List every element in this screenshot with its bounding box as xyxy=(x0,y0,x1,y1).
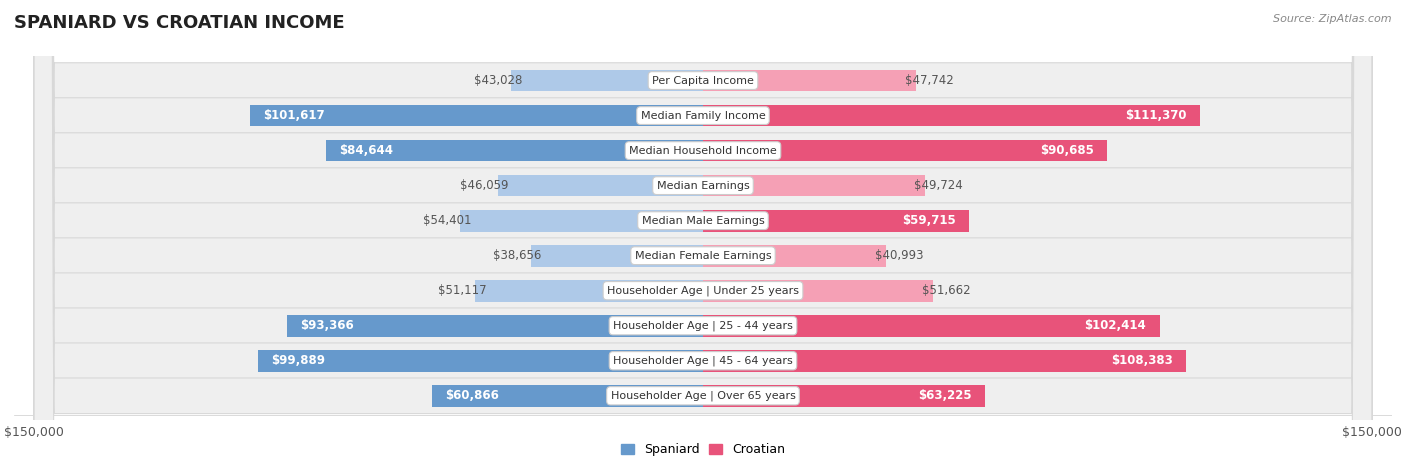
Text: Median Family Income: Median Family Income xyxy=(641,111,765,120)
Bar xyxy=(703,210,969,232)
Bar xyxy=(287,315,703,337)
Bar xyxy=(703,105,1199,127)
Bar xyxy=(703,350,1187,372)
Bar xyxy=(475,280,703,302)
Text: Householder Age | Under 25 years: Householder Age | Under 25 years xyxy=(607,285,799,296)
Text: $60,866: $60,866 xyxy=(444,389,499,402)
Bar xyxy=(460,210,703,232)
Text: $99,889: $99,889 xyxy=(271,354,325,367)
Text: Median Earnings: Median Earnings xyxy=(657,181,749,191)
Bar xyxy=(703,245,886,267)
Text: Median Household Income: Median Household Income xyxy=(628,146,778,156)
Text: $49,724: $49,724 xyxy=(914,179,962,192)
Text: $59,715: $59,715 xyxy=(903,214,956,227)
FancyBboxPatch shape xyxy=(34,0,1372,467)
Text: $40,993: $40,993 xyxy=(875,249,924,262)
Bar xyxy=(530,245,703,267)
FancyBboxPatch shape xyxy=(34,0,1372,467)
Bar xyxy=(703,140,1108,162)
Text: Householder Age | Over 65 years: Householder Age | Over 65 years xyxy=(610,390,796,401)
Text: $63,225: $63,225 xyxy=(918,389,972,402)
Text: Median Female Earnings: Median Female Earnings xyxy=(634,251,772,261)
Bar xyxy=(703,280,934,302)
FancyBboxPatch shape xyxy=(34,0,1372,467)
FancyBboxPatch shape xyxy=(34,0,1372,467)
FancyBboxPatch shape xyxy=(34,0,1372,467)
Bar xyxy=(326,140,703,162)
Text: $54,401: $54,401 xyxy=(423,214,471,227)
FancyBboxPatch shape xyxy=(34,0,1372,467)
Text: $84,644: $84,644 xyxy=(339,144,392,157)
FancyBboxPatch shape xyxy=(34,0,1372,467)
Text: Per Capita Income: Per Capita Income xyxy=(652,76,754,85)
Text: $90,685: $90,685 xyxy=(1040,144,1094,157)
Bar xyxy=(250,105,703,127)
Text: Source: ZipAtlas.com: Source: ZipAtlas.com xyxy=(1274,14,1392,24)
Text: $93,366: $93,366 xyxy=(299,319,354,332)
Bar xyxy=(498,175,703,197)
FancyBboxPatch shape xyxy=(34,0,1372,467)
Bar xyxy=(703,315,1160,337)
Text: $101,617: $101,617 xyxy=(263,109,325,122)
Text: $51,662: $51,662 xyxy=(922,284,972,297)
Bar xyxy=(703,175,925,197)
Text: $108,383: $108,383 xyxy=(1111,354,1173,367)
Bar xyxy=(432,385,703,407)
Legend: Spaniard, Croatian: Spaniard, Croatian xyxy=(616,439,790,461)
Bar xyxy=(257,350,703,372)
Text: $51,117: $51,117 xyxy=(437,284,486,297)
Text: Median Male Earnings: Median Male Earnings xyxy=(641,216,765,226)
Text: $47,742: $47,742 xyxy=(904,74,953,87)
Text: SPANIARD VS CROATIAN INCOME: SPANIARD VS CROATIAN INCOME xyxy=(14,14,344,32)
Text: $46,059: $46,059 xyxy=(460,179,509,192)
Bar xyxy=(703,385,986,407)
Text: $111,370: $111,370 xyxy=(1125,109,1187,122)
FancyBboxPatch shape xyxy=(34,0,1372,467)
Text: Householder Age | 25 - 44 years: Householder Age | 25 - 44 years xyxy=(613,320,793,331)
Text: Householder Age | 45 - 64 years: Householder Age | 45 - 64 years xyxy=(613,355,793,366)
Text: $38,656: $38,656 xyxy=(494,249,541,262)
Text: $102,414: $102,414 xyxy=(1084,319,1146,332)
Bar xyxy=(512,70,703,92)
FancyBboxPatch shape xyxy=(34,0,1372,467)
Text: $43,028: $43,028 xyxy=(474,74,522,87)
Bar xyxy=(703,70,915,92)
